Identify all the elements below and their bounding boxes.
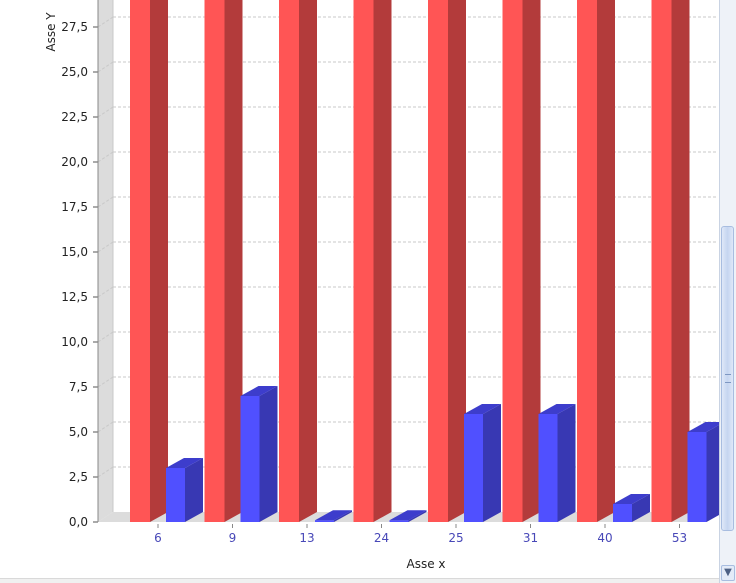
bar-series2-front bbox=[464, 414, 483, 522]
x-tick-label: 6 bbox=[154, 531, 162, 545]
x-tick-label: 9 bbox=[229, 531, 237, 545]
gridline-diagonal bbox=[97, 466, 114, 478]
gridline-diagonal bbox=[97, 151, 114, 163]
bar-series2-top bbox=[464, 404, 501, 414]
gridline-diagonal bbox=[97, 16, 114, 28]
bar-series2-front bbox=[389, 520, 409, 522]
y-tick-label: 27,5 bbox=[61, 20, 88, 34]
y-axis-ticks: 0,0 2,5 5,0 7,5 10,0 12,5 15,0 17,5 20,0 22,5 25,0… bbox=[61, 0, 99, 529]
y-tick-label: 20,0 bbox=[61, 155, 88, 169]
bar-series2-side bbox=[706, 425, 719, 522]
bar-series1-front bbox=[353, 0, 374, 522]
bar-series1-front bbox=[279, 0, 299, 522]
y-tick-label: 10,0 bbox=[61, 335, 88, 349]
chart-walls bbox=[98, 0, 718, 522]
x-axis-label: Asse x bbox=[406, 557, 445, 571]
gridline-diagonal bbox=[97, 376, 114, 388]
bar-series1-side bbox=[597, 0, 615, 522]
bar-series2-front bbox=[613, 504, 632, 522]
bar-series1-side bbox=[373, 0, 392, 522]
grip-icon bbox=[725, 374, 731, 383]
x-tick-label: 31 bbox=[523, 531, 538, 545]
bar-series1-side bbox=[448, 0, 466, 522]
bar-series1-front bbox=[651, 0, 672, 522]
x-axis-ticks: 6 9 13 24 25 31 40 53 bbox=[154, 524, 687, 545]
gridline-diagonal bbox=[97, 331, 114, 343]
bar-series2-side bbox=[632, 494, 650, 522]
y-tick-label: 0,0 bbox=[69, 515, 88, 529]
bar-series1-front bbox=[577, 0, 597, 522]
bar-series2-side bbox=[408, 510, 427, 522]
bar-series2-side bbox=[483, 404, 501, 522]
bar-series2-top bbox=[315, 510, 352, 521]
y-tick-label: 17,5 bbox=[61, 200, 88, 214]
bar-series1-side bbox=[299, 0, 317, 522]
bar-series2-side bbox=[557, 404, 576, 522]
bar-series1-front bbox=[502, 0, 523, 522]
horizontal-scroll-strip bbox=[0, 578, 719, 583]
y-tick-label: 7,5 bbox=[69, 380, 88, 394]
bar-series1-side bbox=[224, 0, 243, 522]
gridline-diagonal bbox=[97, 61, 114, 73]
side-wall bbox=[98, 0, 113, 522]
x-tick-label: 25 bbox=[448, 531, 463, 545]
bar-series2-side bbox=[334, 510, 352, 522]
bar-series2-front bbox=[538, 414, 558, 522]
bar-series2-top bbox=[687, 422, 719, 432]
y-tick-label: 5,0 bbox=[69, 425, 88, 439]
bar-series1-front bbox=[428, 0, 448, 522]
bar-series2-top bbox=[240, 386, 278, 396]
y-axis-label: Asse Y bbox=[44, 12, 58, 52]
bar-series2-side bbox=[259, 386, 278, 522]
bar-series2-top bbox=[166, 458, 203, 468]
bar-series2-front bbox=[687, 432, 707, 522]
y-tick-label: 22,5 bbox=[61, 110, 88, 124]
y-tick-label: 25,0 bbox=[61, 65, 88, 79]
gridline-diagonal bbox=[97, 286, 114, 298]
x-tick-label: 24 bbox=[374, 531, 389, 545]
x-tick-label: 13 bbox=[299, 531, 314, 545]
gridline-diagonal bbox=[97, 421, 114, 433]
chevron-down-icon: ▼ bbox=[724, 567, 732, 578]
gridlines bbox=[97, 16, 718, 478]
bar-series2-front bbox=[315, 520, 334, 522]
y-tick-label: 2,5 bbox=[69, 470, 88, 484]
bar-series1-front bbox=[204, 0, 225, 522]
bar-series2-top bbox=[613, 494, 650, 504]
x-tick-label: 53 bbox=[672, 531, 687, 545]
y-tick-label: 15,0 bbox=[61, 245, 88, 259]
bar-series1-side bbox=[522, 0, 541, 522]
bar-series2-top bbox=[389, 510, 427, 521]
bar-series1-side bbox=[150, 0, 168, 522]
bar-series1-side bbox=[671, 0, 690, 522]
vertical-scrollbar[interactable]: ▼ bbox=[719, 0, 736, 583]
gridline-diagonal bbox=[97, 106, 114, 118]
gridline-diagonal bbox=[97, 241, 114, 253]
scrollbar-thumb[interactable] bbox=[721, 226, 734, 531]
bar-series1-front bbox=[130, 0, 150, 522]
bar-series2-front bbox=[240, 396, 260, 522]
bar-series2-front bbox=[166, 468, 185, 522]
bar-chart: 0,0 2,5 5,0 7,5 10,0 12,5 15,0 17,5 20,0 22,5 25,0… bbox=[44, 0, 719, 571]
bars bbox=[130, 0, 719, 522]
y-tick-label: 12,5 bbox=[61, 290, 88, 304]
gridline-diagonal bbox=[97, 196, 114, 208]
bar-series2-side bbox=[185, 458, 203, 522]
bar-series2-top bbox=[538, 404, 576, 414]
scroll-down-button[interactable]: ▼ bbox=[721, 565, 735, 581]
x-tick-label: 40 bbox=[597, 531, 612, 545]
